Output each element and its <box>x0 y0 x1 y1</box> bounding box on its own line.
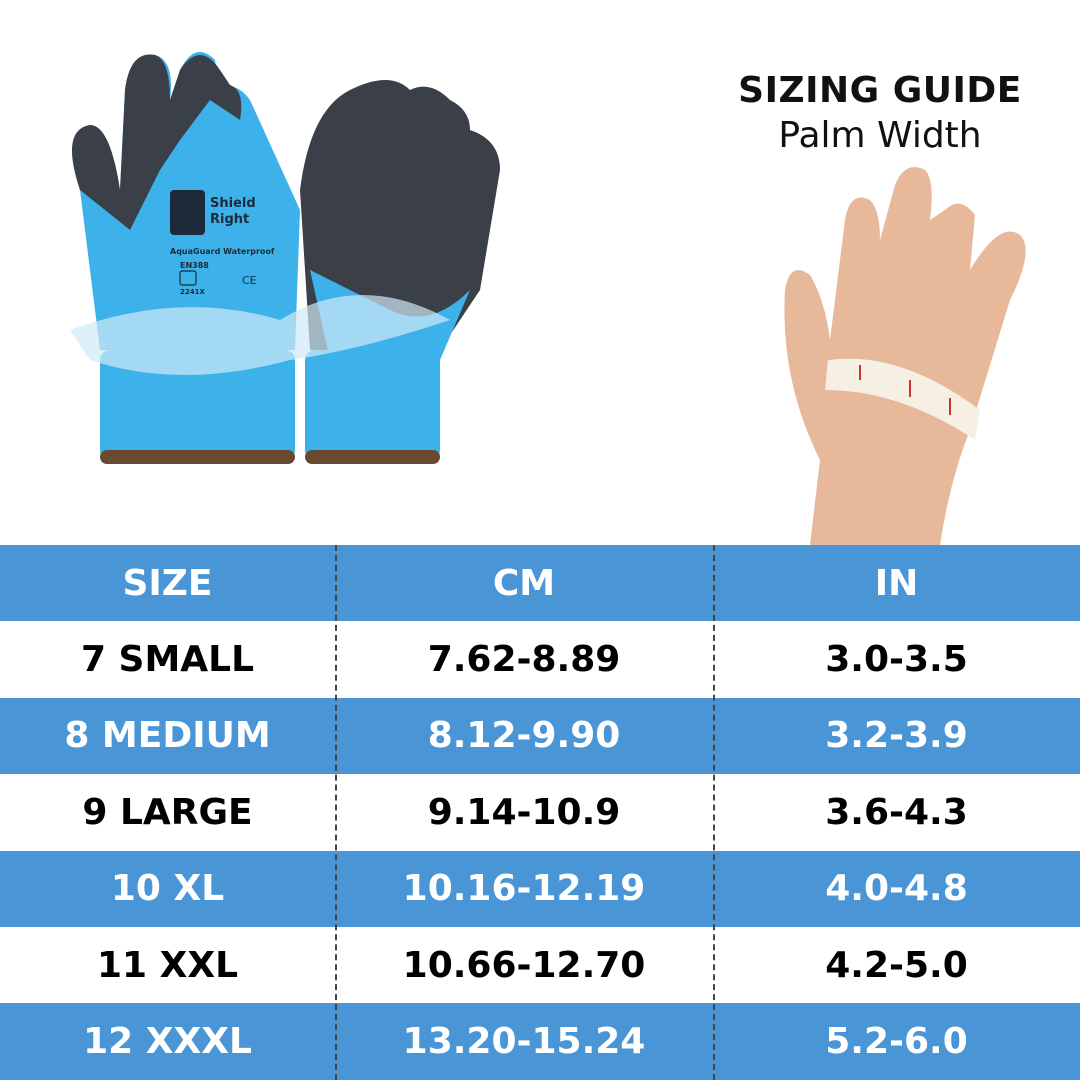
column-divider <box>335 545 337 1080</box>
table-row: 12 XXXL 13.20-15.24 5.2-6.0 <box>0 1003 1080 1080</box>
product-model-text: AquaGuard Waterproof <box>170 247 275 256</box>
size-cell: 12 XXXL <box>83 1021 252 1063</box>
table-row: 8 MEDIUM 8.12-9.90 3.2-3.9 <box>0 697 1080 775</box>
size-cell: 8 MEDIUM <box>64 715 271 757</box>
cm-cell: 10.16-12.19 <box>402 868 646 910</box>
size-cell: 11 XXL <box>96 944 239 986</box>
table-row: 11 XXL 10.66-12.70 4.2-5.0 <box>0 926 1080 1004</box>
cm-cell: 10.66-12.70 <box>402 944 646 986</box>
table-row: 7 SMALL 7.62-8.89 3.0-3.5 <box>0 621 1080 698</box>
standard-shield-icon <box>179 270 197 286</box>
cm-cell: 9.14-10.9 <box>427 791 621 833</box>
product-code-text: 2241X <box>180 288 205 296</box>
size-cell: 7 SMALL <box>80 639 255 681</box>
column-divider <box>713 545 715 1080</box>
column-header-cm: CM <box>492 562 556 604</box>
cm-cell: 7.62-8.89 <box>427 639 621 681</box>
waterproof-gloves-image: Shield Right AquaGuard Waterproof EN388 … <box>70 52 500 464</box>
in-cell: 3.6-4.3 <box>825 791 968 833</box>
table-header-row: SIZE CM IN <box>0 545 1080 622</box>
brand-logo-text: Shield <box>210 196 256 211</box>
in-cell: 5.2-6.0 <box>825 1021 968 1063</box>
sizing-guide-title: SIZING GUIDE <box>738 70 1022 111</box>
in-cell: 4.0-4.8 <box>825 868 968 910</box>
cm-cell: 13.20-15.24 <box>402 1021 646 1063</box>
column-header-size: SIZE <box>122 562 213 604</box>
in-cell: 3.2-3.9 <box>825 715 968 757</box>
svg-text:Right: Right <box>210 212 249 227</box>
column-header-in: IN <box>874 562 919 604</box>
size-cell: 9 LARGE <box>82 791 253 833</box>
table-row: 9 LARGE 9.14-10.9 3.6-4.3 <box>0 774 1080 851</box>
palm-width-subtitle: Palm Width <box>778 115 982 156</box>
ce-mark-text: CE <box>242 274 257 287</box>
size-cell: 10 XL <box>110 868 225 910</box>
in-cell: 4.2-5.0 <box>825 944 968 986</box>
size-chart-table: SIZE CM IN 7 SMALL 7.62-8.89 3.0-3.5 8 M… <box>0 545 1080 1080</box>
cm-cell: 8.12-9.90 <box>427 715 621 757</box>
in-cell: 3.0-3.5 <box>825 639 968 681</box>
table-row: 10 XL 10.16-12.19 4.0-4.8 <box>0 850 1080 927</box>
product-standard-text: EN388 <box>180 261 209 270</box>
hand-measuring-tape-image <box>784 167 1026 545</box>
